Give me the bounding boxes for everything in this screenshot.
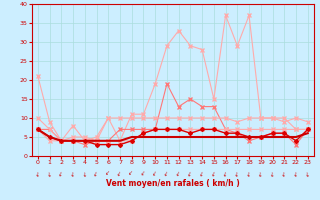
Text: $\nearrow$: $\nearrow$ (33, 167, 43, 177)
Text: $\nearrow$: $\nearrow$ (244, 167, 254, 177)
Text: $\nearrow$: $\nearrow$ (68, 167, 78, 177)
Text: $\nearrow$: $\nearrow$ (302, 167, 313, 177)
Text: $\nearrow$: $\nearrow$ (44, 167, 55, 177)
Text: $\nearrow$: $\nearrow$ (256, 167, 266, 177)
Text: $\nearrow$: $\nearrow$ (279, 167, 289, 177)
Text: $\nearrow$: $\nearrow$ (151, 167, 159, 175)
Text: $\nearrow$: $\nearrow$ (209, 167, 219, 176)
X-axis label: Vent moyen/en rafales ( km/h ): Vent moyen/en rafales ( km/h ) (106, 179, 240, 188)
Text: $\nearrow$: $\nearrow$ (140, 167, 147, 175)
Text: $\nearrow$: $\nearrow$ (197, 167, 207, 176)
Text: $\nearrow$: $\nearrow$ (174, 167, 183, 176)
Text: $\nearrow$: $\nearrow$ (128, 167, 135, 174)
Text: $\nearrow$: $\nearrow$ (268, 167, 278, 177)
Text: $\nearrow$: $\nearrow$ (163, 167, 171, 176)
Text: $\nearrow$: $\nearrow$ (92, 167, 101, 176)
Text: $\nearrow$: $\nearrow$ (116, 167, 124, 176)
Text: $\nearrow$: $\nearrow$ (57, 167, 66, 176)
Text: $\nearrow$: $\nearrow$ (291, 167, 301, 177)
Text: $\nearrow$: $\nearrow$ (186, 167, 195, 176)
Text: $\nearrow$: $\nearrow$ (80, 167, 90, 177)
Text: $\nearrow$: $\nearrow$ (105, 167, 112, 174)
Text: $\nearrow$: $\nearrow$ (221, 167, 230, 177)
Text: $\nearrow$: $\nearrow$ (232, 167, 242, 177)
